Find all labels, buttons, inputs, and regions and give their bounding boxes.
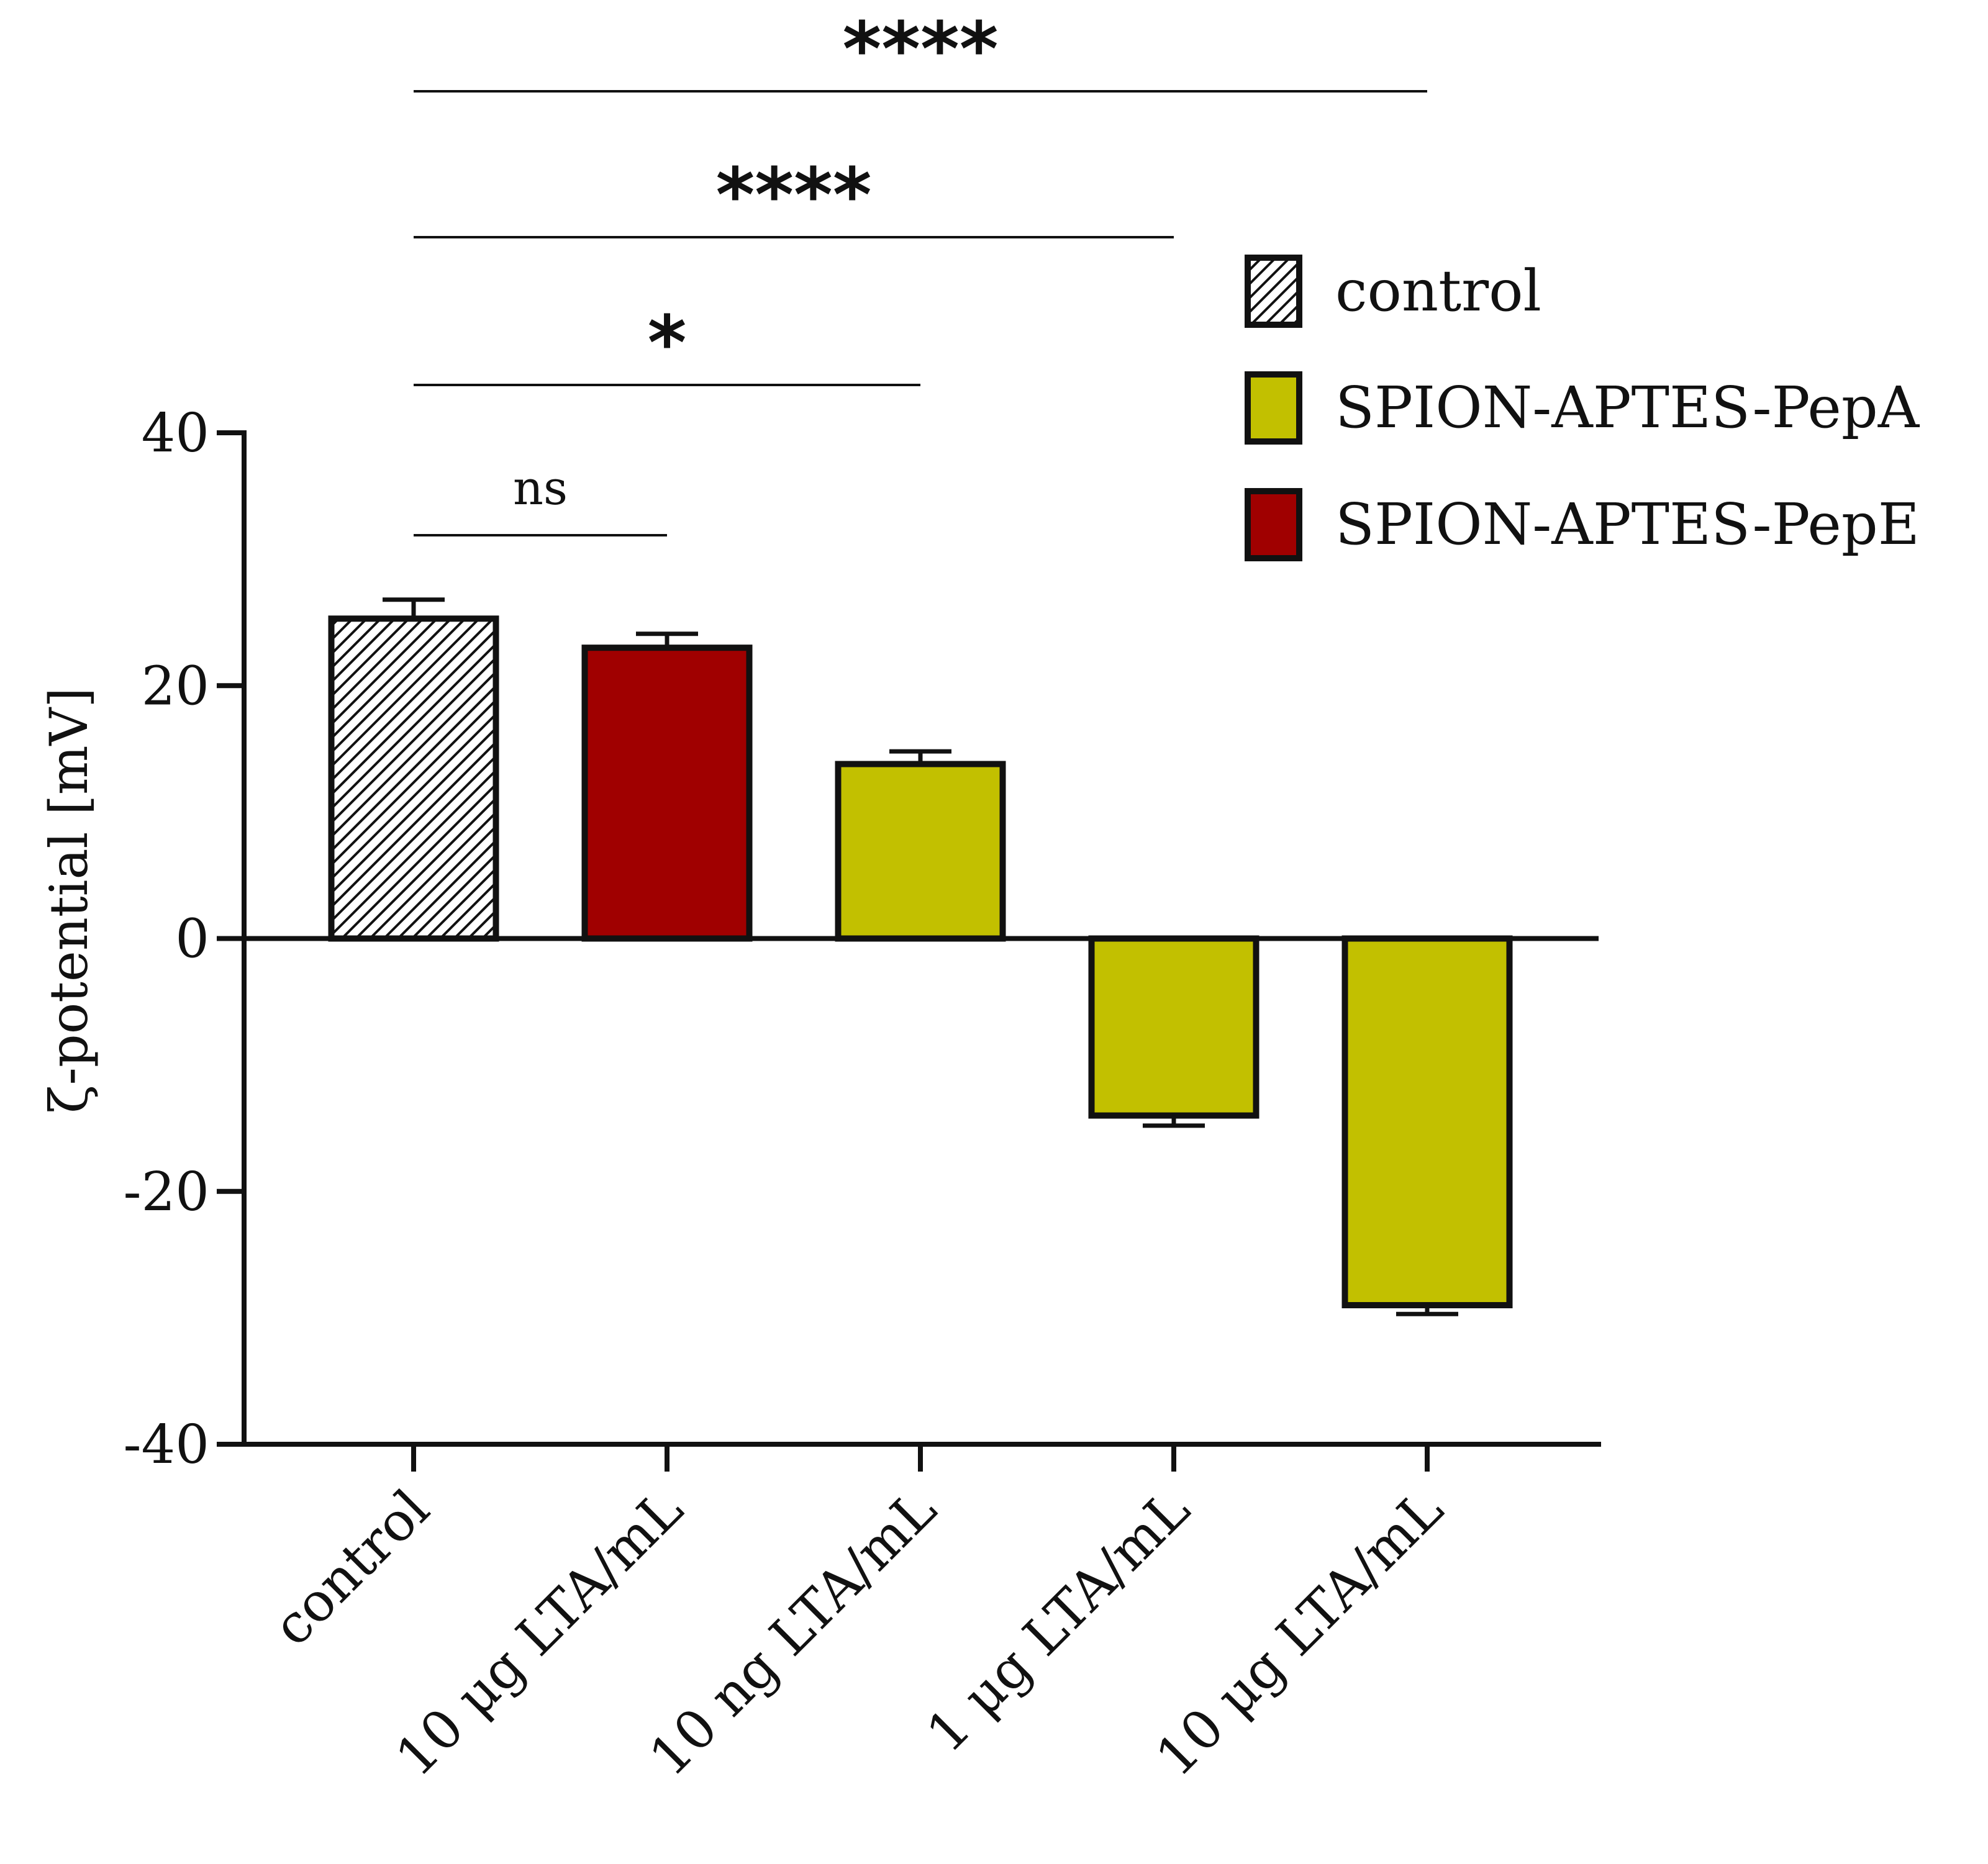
legend: control SPION-APTES-PepA SPION-APTES-PepE bbox=[1245, 255, 1920, 561]
significance-brackets: ns********* bbox=[414, 7, 1427, 536]
legend-label: control bbox=[1335, 258, 1541, 324]
significance-label: ns bbox=[513, 460, 568, 515]
legend-swatch bbox=[1245, 371, 1302, 445]
bar bbox=[581, 645, 753, 942]
legend-swatch bbox=[1245, 488, 1302, 561]
legend-label: SPION-APTES-PepA bbox=[1335, 374, 1920, 441]
bar bbox=[835, 761, 1006, 942]
y-axis-label: ζ-potential [mV] bbox=[39, 687, 99, 1113]
legend-swatch bbox=[1245, 255, 1302, 328]
bar bbox=[1341, 935, 1513, 1309]
y-tick-label: 0 bbox=[175, 908, 209, 970]
y-tick-label: -40 bbox=[124, 1414, 210, 1476]
significance-label: **** bbox=[715, 153, 871, 239]
bar bbox=[1088, 935, 1260, 1119]
x-tick-label: control bbox=[261, 1478, 442, 1658]
bars bbox=[328, 597, 1513, 1316]
y-tick-label: -20 bbox=[124, 1161, 210, 1223]
y-tick-label: 20 bbox=[142, 655, 209, 717]
y-ticks: 40 20 0 -20 -40 bbox=[124, 402, 244, 1476]
legend-label: SPION-APTES-PepE bbox=[1335, 491, 1920, 558]
significance-label: * bbox=[648, 301, 687, 387]
significance-label: **** bbox=[842, 7, 998, 93]
x-tick-label: 1 μg LTA/mL bbox=[915, 1478, 1202, 1765]
y-tick-label: 40 bbox=[142, 402, 209, 464]
bar bbox=[328, 615, 499, 942]
